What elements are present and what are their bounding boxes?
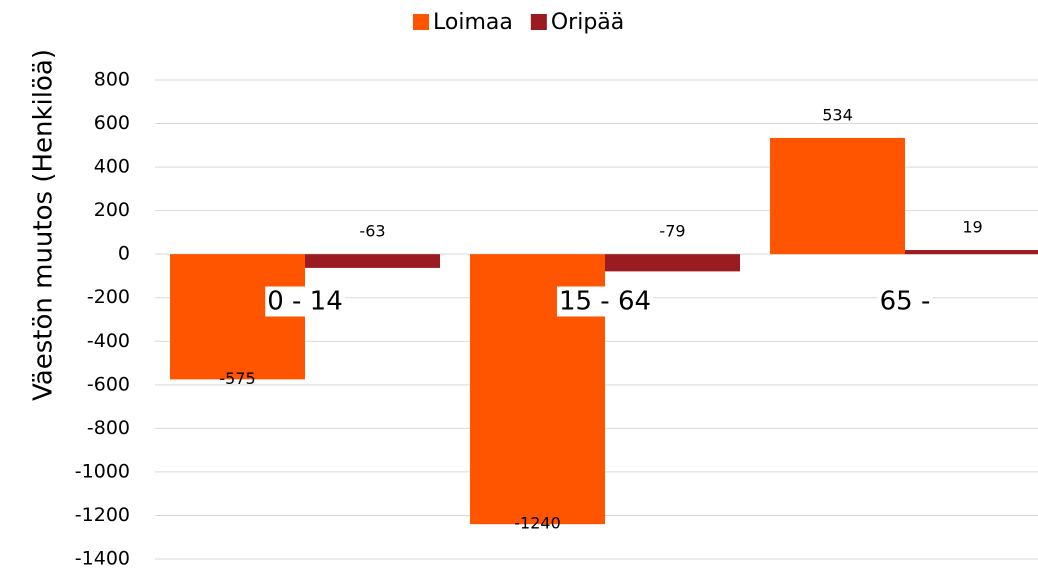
label-background [877,286,933,317]
data-label: -575 [219,369,255,388]
bar [170,254,305,380]
y-tick-label: -1200 [75,504,130,526]
legend-swatch [413,14,429,30]
y-tick-label: 400 [94,156,130,178]
legend-swatch [530,14,547,30]
legend-label: Oripää [551,10,624,35]
x-tick-label: 0 - 14 [267,287,343,317]
label-background [556,286,654,317]
bar [770,137,905,255]
data-label: 534 [822,105,853,124]
data-label: -79 [659,222,685,241]
y-tick-label: -1400 [75,548,130,568]
y-tick-label: -1000 [75,460,130,482]
data-label: 19 [962,218,982,237]
label-background [265,286,345,317]
x-tick-label: 65 - [880,287,931,317]
y-tick-label: -400 [87,330,130,352]
y-tick-label: 200 [94,199,130,221]
y-tick-label: -600 [87,373,130,395]
bar [305,254,440,268]
y-tick-label: -800 [87,417,130,439]
y-tick-label: 800 [94,69,130,91]
y-tick-label: 0 [118,243,130,265]
bar [905,250,1038,255]
y-tick-label: 600 [94,112,130,134]
data-label: -63 [359,222,385,241]
legend-label: Loimaa [433,10,513,35]
y-axis-title: Väestön muutos (Henkilöä) [29,49,59,401]
data-label: -1240 [514,514,561,533]
y-tick-label: -200 [87,286,130,308]
x-tick-label: 15 - 64 [559,287,651,317]
bar [605,254,740,272]
